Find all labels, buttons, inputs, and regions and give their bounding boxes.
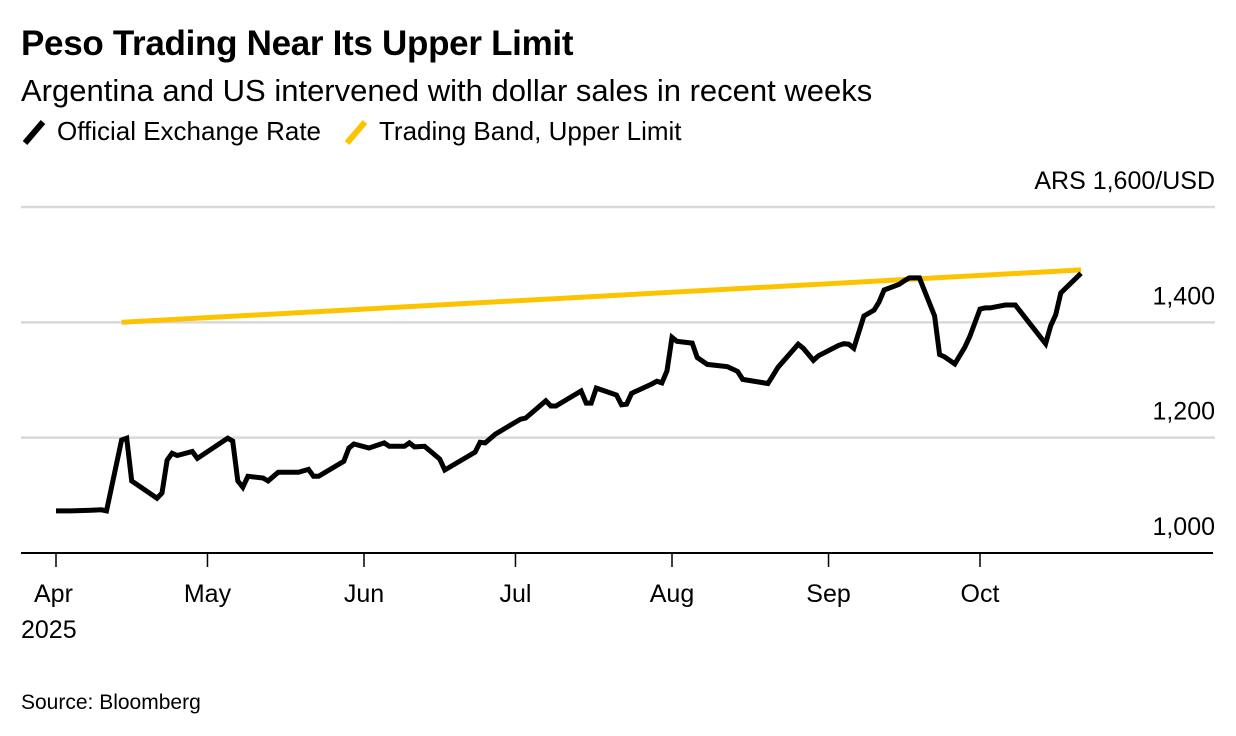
- series-line-official-exchange-rate: [56, 271, 1083, 514]
- legend-item-upper-limit: Trading Band, Upper Limit: [343, 116, 682, 147]
- y-axis-unit-label: ARS 1,600/USD: [1034, 167, 1215, 195]
- legend: Official Exchange Rate Trading Band, Upp…: [21, 116, 704, 147]
- chart-subtitle: Argentina and US intervened with dollar …: [21, 73, 873, 108]
- series-line-trading-band-upper-limit: [121, 267, 1082, 325]
- source-note: Source: Bloomberg: [21, 691, 201, 714]
- legend-label: Trading Band, Upper Limit: [379, 116, 682, 146]
- x-tick-label: Jun: [344, 580, 384, 608]
- x-tick-label: May: [184, 580, 232, 608]
- x-tick-label: Aug: [650, 580, 694, 608]
- legend-label: Official Exchange Rate: [57, 116, 321, 146]
- legend-item-official-rate: Official Exchange Rate: [21, 116, 321, 147]
- slash-line-icon: [344, 119, 368, 145]
- slash-line-icon: [22, 119, 46, 145]
- x-tick-label: Oct: [961, 580, 1000, 608]
- x-tick-label: Sep: [806, 580, 850, 608]
- chart-title: Peso Trading Near Its Upper Limit: [21, 24, 574, 63]
- x-tick-label: Apr: [34, 580, 73, 608]
- y-tick-label: 1,400: [1152, 282, 1215, 310]
- y-tick-label: 1,000: [1152, 513, 1215, 541]
- y-tick-label: 1,200: [1152, 398, 1215, 426]
- x-tick-label: Jul: [499, 580, 531, 608]
- x-tick-year-label: 2025: [21, 616, 77, 644]
